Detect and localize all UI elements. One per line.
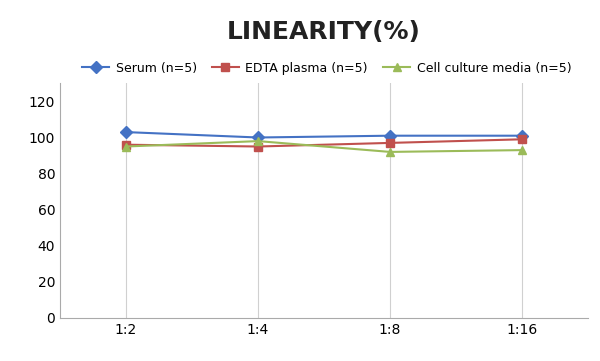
EDTA plasma (n=5) <box>254 144 262 149</box>
Line: EDTA plasma (n=5): EDTA plasma (n=5) <box>122 135 526 151</box>
Serum (n=5) <box>254 135 262 140</box>
EDTA plasma (n=5) <box>518 137 526 142</box>
Line: Serum (n=5): Serum (n=5) <box>122 128 526 142</box>
Serum (n=5) <box>518 134 526 138</box>
Legend: Serum (n=5), EDTA plasma (n=5), Cell culture media (n=5): Serum (n=5), EDTA plasma (n=5), Cell cul… <box>77 57 577 80</box>
Serum (n=5) <box>122 130 130 134</box>
Cell culture media (n=5) <box>518 148 526 152</box>
Cell culture media (n=5) <box>386 150 394 154</box>
Text: LINEARITY(%): LINEARITY(%) <box>227 20 421 44</box>
Cell culture media (n=5) <box>122 144 130 149</box>
Line: Cell culture media (n=5): Cell culture media (n=5) <box>122 137 526 156</box>
EDTA plasma (n=5) <box>122 143 130 147</box>
EDTA plasma (n=5) <box>386 141 394 145</box>
Cell culture media (n=5) <box>254 139 262 143</box>
Serum (n=5) <box>386 134 394 138</box>
